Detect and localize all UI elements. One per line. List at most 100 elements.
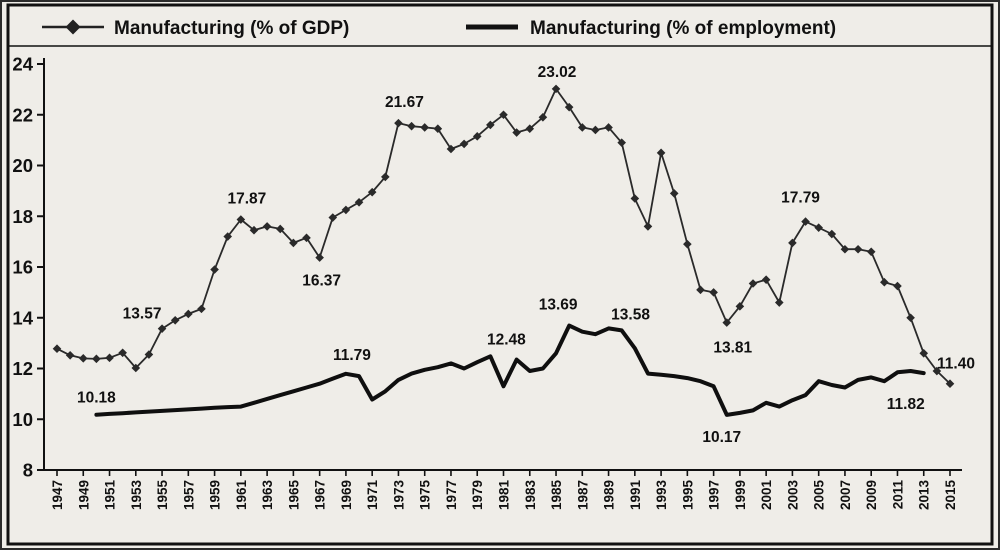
diamond-marker-icon: [118, 348, 127, 358]
x-tick-label: 1969: [339, 480, 354, 510]
diamond-marker-icon: [289, 238, 298, 248]
diamond-marker-icon: [315, 253, 324, 262]
x-tick-label: 1953: [129, 480, 144, 511]
diamond-marker-icon: [144, 350, 154, 359]
diamond-marker-icon: [866, 247, 876, 257]
data-label: 10.18: [77, 390, 116, 407]
diamond-marker-icon: [735, 302, 745, 311]
x-tick-label: 1985: [549, 480, 564, 511]
x-tick-label: 1989: [602, 480, 617, 510]
diamond-marker-icon: [92, 354, 101, 364]
x-tick-label: 2015: [943, 480, 958, 511]
employment-series: [94, 323, 926, 417]
diamond-marker-icon: [420, 123, 430, 132]
diamond-marker-icon: [551, 84, 561, 94]
data-label: 16.37: [302, 273, 341, 290]
diamond-marker-icon: [827, 229, 837, 239]
diamond-marker-icon: [197, 304, 206, 314]
diamond-marker-icon: [52, 344, 62, 354]
diamond-marker-icon: [499, 110, 508, 120]
x-tick-label: 1999: [733, 480, 748, 510]
x-tick-label: 1997: [707, 480, 722, 510]
diamond-marker-icon: [683, 239, 692, 249]
gdp-series: [52, 84, 955, 389]
x-tick-label: 1977: [444, 480, 459, 510]
annotations: 10.18 13.57 17.87 16.37 11.79 21.67 12.48 23.02…: [77, 64, 975, 446]
data-label: 13.58: [611, 306, 650, 323]
x-tick-label: 1959: [208, 480, 223, 510]
y-tick-label: 14: [12, 307, 33, 328]
x-tick-label: 2001: [759, 480, 774, 511]
diamond-marker-icon: [906, 313, 915, 323]
x-tick-label: 2007: [838, 480, 853, 510]
x-tick-label: 1973: [391, 480, 406, 511]
x-tick-label: 1975: [418, 480, 433, 511]
diamond-marker-icon: [262, 222, 272, 231]
diamond-marker-icon: [604, 123, 613, 132]
x-tick-label: 1961: [234, 480, 249, 511]
diamond-marker-icon: [157, 324, 167, 333]
legend-label-employment: Manufacturing (% of employment): [530, 18, 836, 39]
diamond-marker-icon: [78, 354, 88, 363]
diamond-marker-icon: [932, 366, 942, 376]
y-tick-label: 18: [12, 206, 33, 227]
diamond-marker-icon: [354, 197, 364, 207]
y-tick-label: 12: [12, 358, 33, 379]
diamond-marker-icon: [249, 225, 259, 235]
data-label: 13.69: [539, 297, 578, 314]
data-label: 17.87: [227, 191, 266, 208]
diamond-marker-icon: [840, 244, 850, 254]
x-axis: 1947 1949 1951 1953 1955 1957 1959 1961 1963 1965…: [50, 470, 958, 510]
diamond-marker-icon: [564, 102, 574, 112]
diamond-marker-icon: [446, 144, 456, 154]
diamond-marker-icon: [131, 363, 141, 373]
diamond-marker-icon: [65, 351, 75, 360]
data-label: 13.81: [713, 340, 752, 357]
x-tick-label: 1947: [50, 480, 65, 510]
x-tick-label: 1995: [680, 480, 695, 511]
diamond-marker-icon: [341, 205, 351, 215]
x-tick-label: 1991: [628, 480, 643, 511]
x-tick-label: 1983: [523, 480, 538, 511]
diamond-marker-icon: [512, 128, 521, 137]
x-tick-label: 2005: [812, 480, 827, 511]
diamond-marker-icon: [774, 298, 784, 307]
diamond-marker-icon: [814, 223, 823, 232]
diamond-marker-icon: [275, 224, 285, 234]
diamond-marker-icon: [893, 281, 902, 291]
x-tick-label: 1979: [470, 480, 485, 510]
diamond-marker-icon: [525, 124, 535, 134]
x-tick-label: 1987: [575, 480, 590, 510]
x-tick-label: 1965: [286, 480, 301, 511]
x-tick-label: 2011: [890, 480, 905, 510]
diamond-marker-icon: [643, 222, 653, 231]
diamond-marker-icon: [223, 232, 233, 241]
y-axis: 8 10 12 14 16 18 20 22 24: [12, 54, 44, 481]
data-label: 21.67: [385, 94, 424, 111]
x-tick-label: 1955: [155, 480, 170, 511]
x-tick-label: 2013: [917, 480, 932, 511]
data-label: 23.02: [538, 64, 577, 81]
x-tick-label: 1993: [654, 480, 669, 511]
y-tick-label: 24: [12, 54, 33, 75]
diamond-marker-icon: [853, 244, 863, 254]
diamond-marker-icon: [302, 233, 311, 243]
diamond-marker-icon: [105, 353, 114, 363]
x-tick-label: 1949: [76, 480, 91, 510]
y-tick-label: 22: [12, 104, 33, 125]
x-tick-label: 1981: [497, 480, 512, 511]
diamond-marker-icon: [591, 125, 600, 135]
legend: Manufacturing (% of GDP) Manufacturing (…: [9, 18, 991, 47]
y-tick-label: 16: [12, 257, 33, 278]
data-label: 11.40: [937, 356, 975, 373]
diamond-marker-icon: [722, 318, 732, 327]
diamond-marker-icon: [170, 315, 180, 325]
diamond-marker-icon: [407, 121, 416, 131]
y-tick-label: 20: [12, 155, 33, 176]
x-tick-label: 2003: [785, 480, 800, 511]
diamond-marker-icon: [210, 265, 219, 274]
data-label: 12.48: [487, 331, 526, 348]
diamond-marker-icon: [709, 288, 718, 297]
